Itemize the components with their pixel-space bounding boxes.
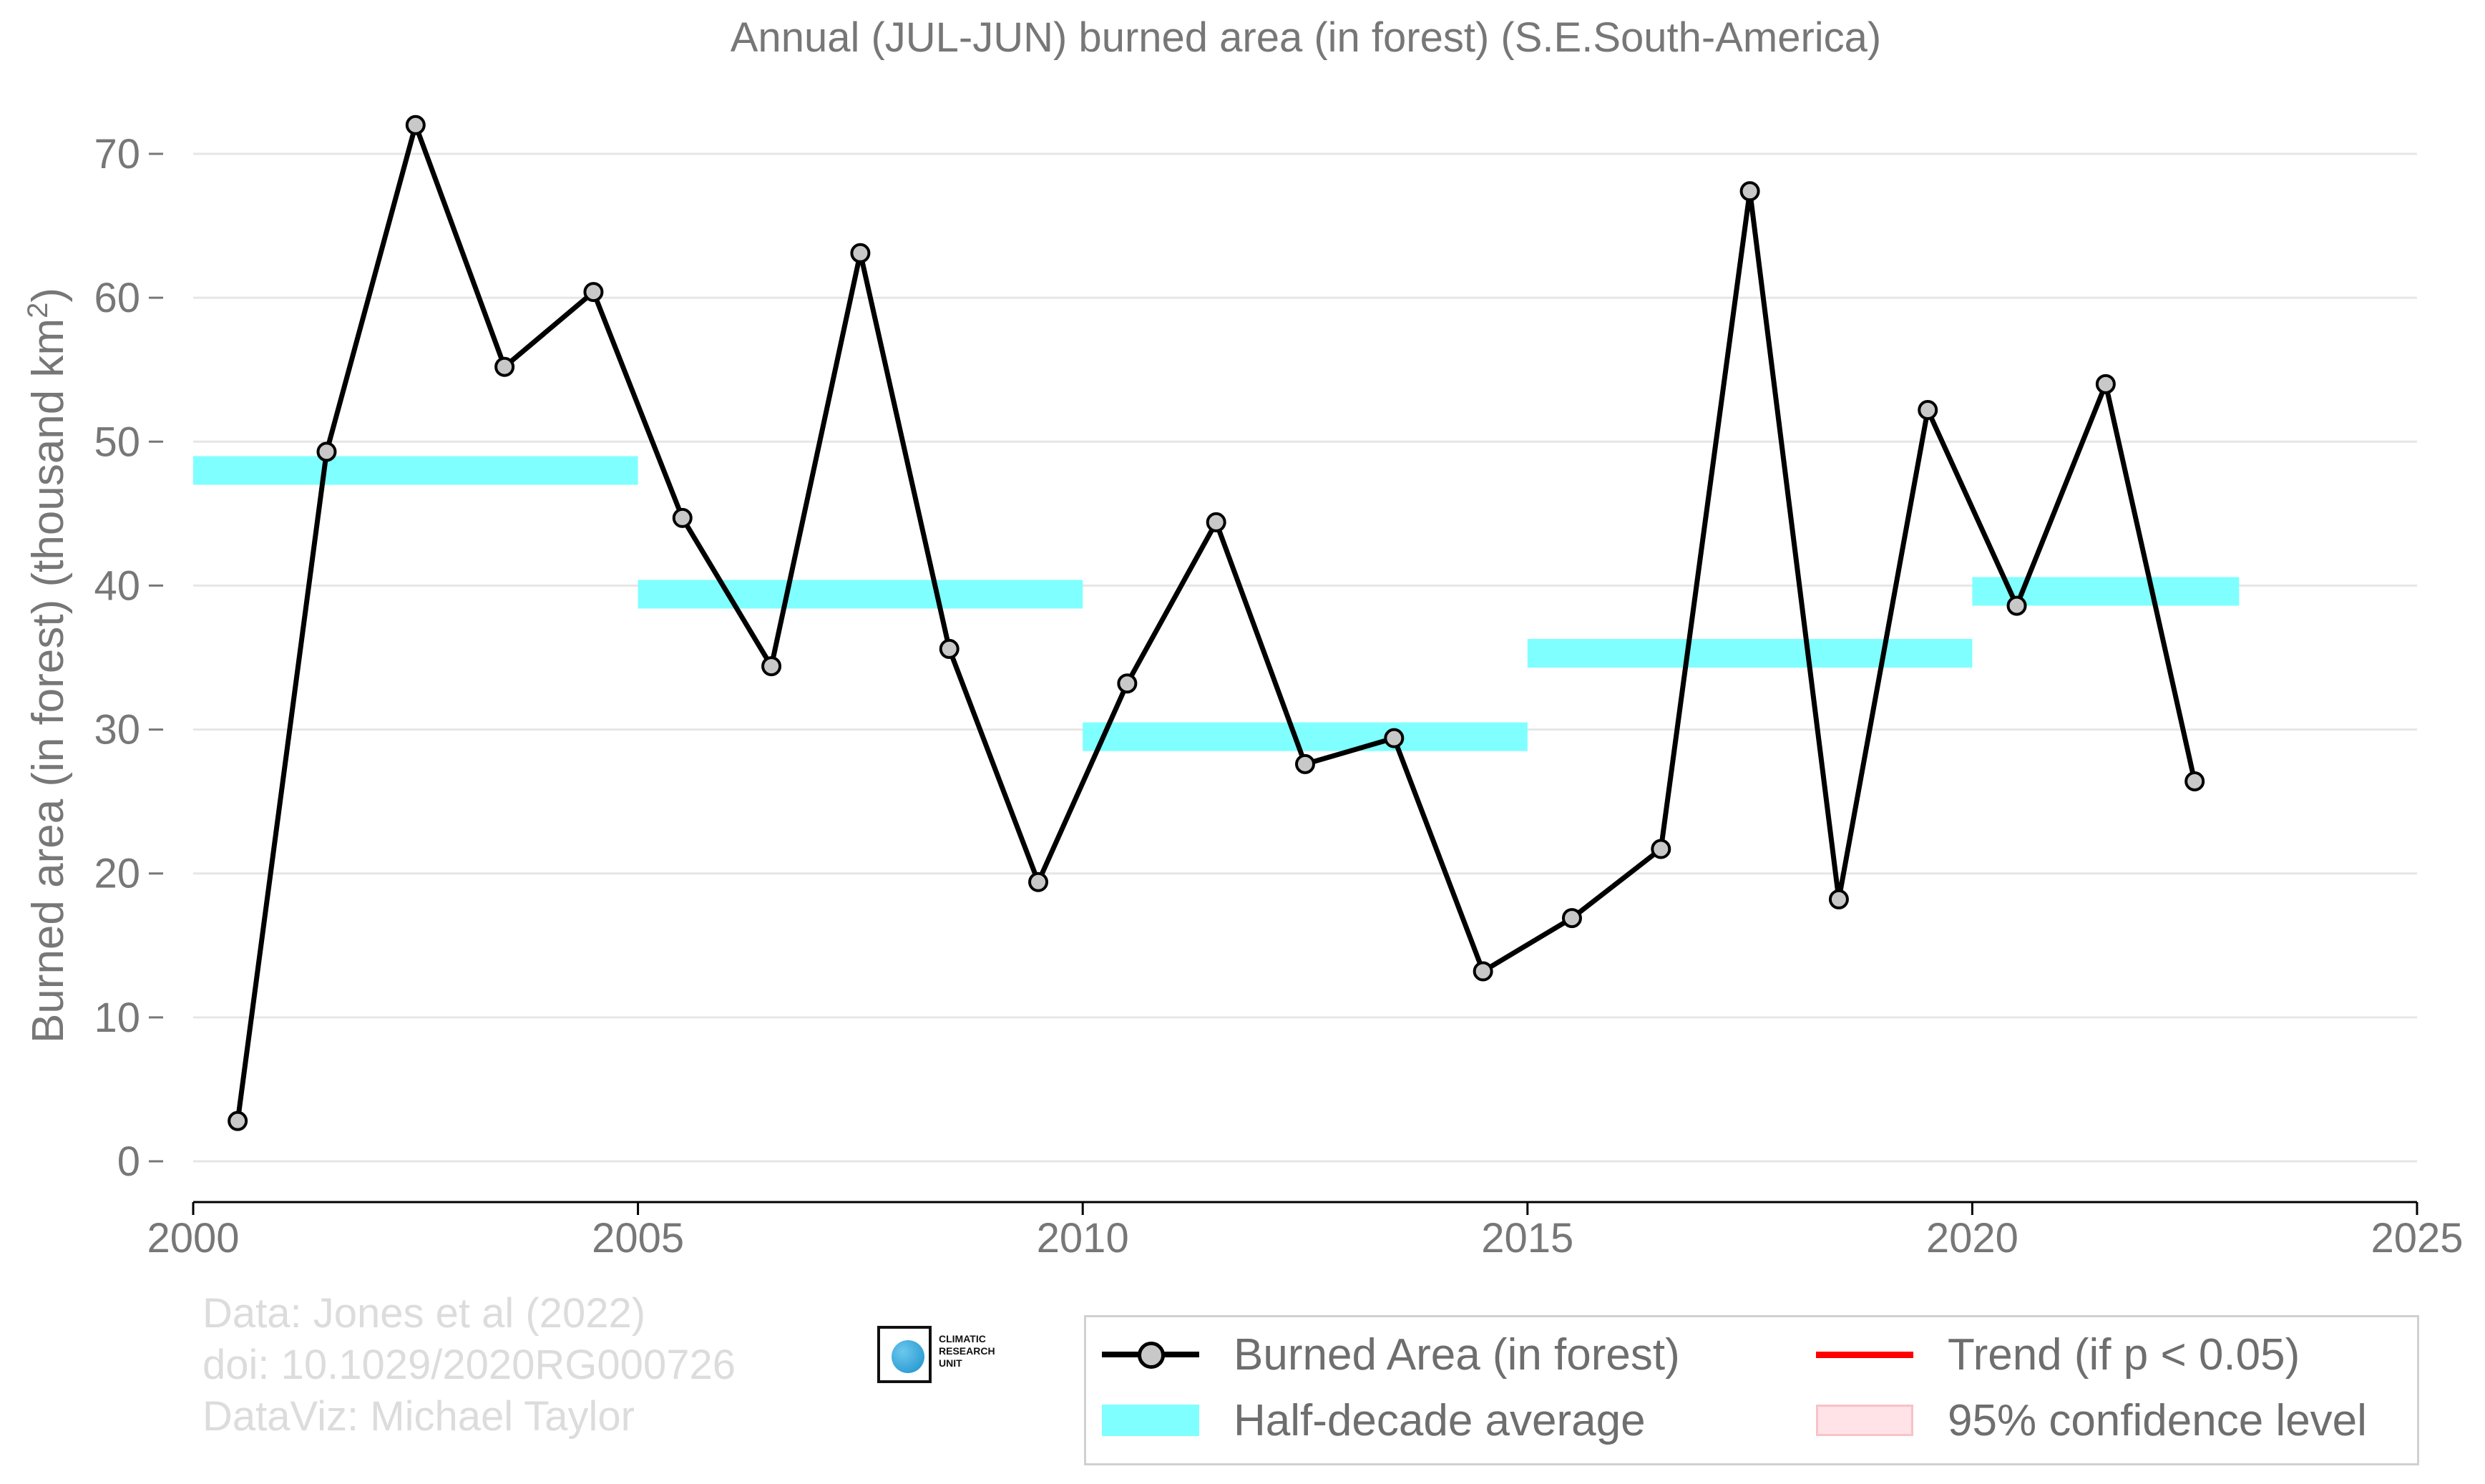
data-credits: Data: Jones et al (2022) doi: 10.1029/20… <box>202 1288 736 1442</box>
burned-area-point <box>850 243 871 263</box>
chart-legend: Burned Area (in forest) Trend (if p < 0.… <box>1084 1315 2419 1465</box>
x-tick-label: 2000 <box>147 1215 239 1261</box>
burned-area-point <box>316 441 337 462</box>
logo-text-line1: CLIMATIC <box>939 1333 986 1344</box>
y-axis-label: Burned area (in forest) (thousand km2) <box>22 288 73 1043</box>
burned-area-point <box>1828 889 1849 909</box>
burned-area-point <box>1473 961 1493 982</box>
x-tick-label: 2020 <box>1926 1215 2018 1261</box>
y-tick-label: 70 <box>94 131 140 177</box>
x-tick-label: 2025 <box>2371 1215 2463 1261</box>
burned-area-point <box>1117 673 1138 694</box>
burned-area-point <box>2006 595 2027 616</box>
legend-label-trend: Trend (if p < 0.05) <box>1948 1329 2300 1380</box>
burned-area-point <box>939 638 960 659</box>
half-decade-average-bar <box>193 456 638 485</box>
legend-swatch-half-decade <box>1102 1405 1199 1436</box>
y-axis-label-sup: 2 <box>22 303 54 318</box>
half-decade-average-bar <box>1527 638 1973 668</box>
credit-dataviz: DataViz: Michael Taylor <box>202 1393 635 1440</box>
y-gridlines <box>193 152 2417 1163</box>
legend-swatch-trend <box>1816 1326 1913 1383</box>
burned-area-point <box>228 1110 248 1131</box>
burned-area-point <box>405 114 426 135</box>
logo-text: CLIMATIC RESEARCH UNIT <box>939 1333 995 1370</box>
burned-area-point <box>761 656 782 677</box>
y-tick-label: 50 <box>94 419 140 465</box>
legend-swatch-confidence <box>1816 1405 1913 1436</box>
burned-area-point <box>494 356 515 377</box>
y-tick-label: 60 <box>94 275 140 321</box>
legend-label-confidence: 95% confidence level <box>1948 1395 2367 1445</box>
legend-item-trend: Trend (if p < 0.05) <box>1816 1326 2300 1383</box>
x-tick-label: 2015 <box>1481 1215 1573 1261</box>
legend-label-burned-area: Burned Area (in forest) <box>1234 1329 1680 1380</box>
y-tick-label: 0 <box>117 1138 140 1185</box>
logo-text-line2: RESEARCH <box>939 1345 995 1357</box>
credit-data-source: Data: Jones et al (2022) <box>202 1290 646 1337</box>
legend-item-half-decade: Half-decade average <box>1102 1392 1646 1449</box>
cru-logo: CLIMATIC RESEARCH UNIT <box>877 1326 1013 1386</box>
logo-text-line3: UNIT <box>939 1357 962 1369</box>
y-axis-label-end: ) <box>24 288 73 303</box>
burned-area-point <box>2095 374 2116 394</box>
globe-icon <box>892 1340 924 1373</box>
burned-area-point <box>672 507 693 528</box>
burned-area-point <box>1561 908 1582 929</box>
legend-label-half-decade: Half-decade average <box>1234 1395 1646 1445</box>
legend-swatch-line-marker <box>1102 1326 1199 1383</box>
credit-doi: doi: 10.1029/2020RG000726 <box>202 1342 736 1388</box>
y-tick-label: 30 <box>94 707 140 753</box>
half-decade-average-bars <box>193 456 2240 751</box>
burned-area-point <box>1739 181 1760 202</box>
axes: 2000 2005 2010 2015 2020 2025 0 10 20 30 40 50 60 70 <box>94 131 2463 1261</box>
burned-area-point <box>1206 512 1226 532</box>
burned-area-point <box>1295 753 1315 774</box>
legend-item-confidence: 95% confidence level <box>1816 1392 2367 1449</box>
half-decade-average-bar <box>1083 722 1528 751</box>
half-decade-average-bar <box>638 580 1083 609</box>
y-tick-label: 20 <box>94 851 140 897</box>
chart-title: Annual (JUL-JUN) burned area (in forest)… <box>731 14 1881 61</box>
y-axis-label-main: Burned area (in forest) (thousand km <box>24 318 73 1043</box>
burned-area-point <box>1651 839 1671 859</box>
burned-area-point <box>1384 728 1405 748</box>
x-tick-label: 2010 <box>1037 1215 1129 1261</box>
x-tick-label: 2005 <box>592 1215 684 1261</box>
y-tick-label: 10 <box>94 995 140 1041</box>
burned-area-point <box>2184 771 2205 791</box>
burned-area-point <box>1028 872 1049 892</box>
burned-area-line <box>235 122 2197 1122</box>
legend-item-burned-area: Burned Area (in forest) <box>1102 1326 1680 1383</box>
burned-area-series <box>228 114 2205 1131</box>
burned-area-point <box>583 282 604 303</box>
logo-frame <box>877 1326 932 1383</box>
burned-area-point <box>1918 400 1938 421</box>
y-tick-label: 40 <box>94 562 140 609</box>
